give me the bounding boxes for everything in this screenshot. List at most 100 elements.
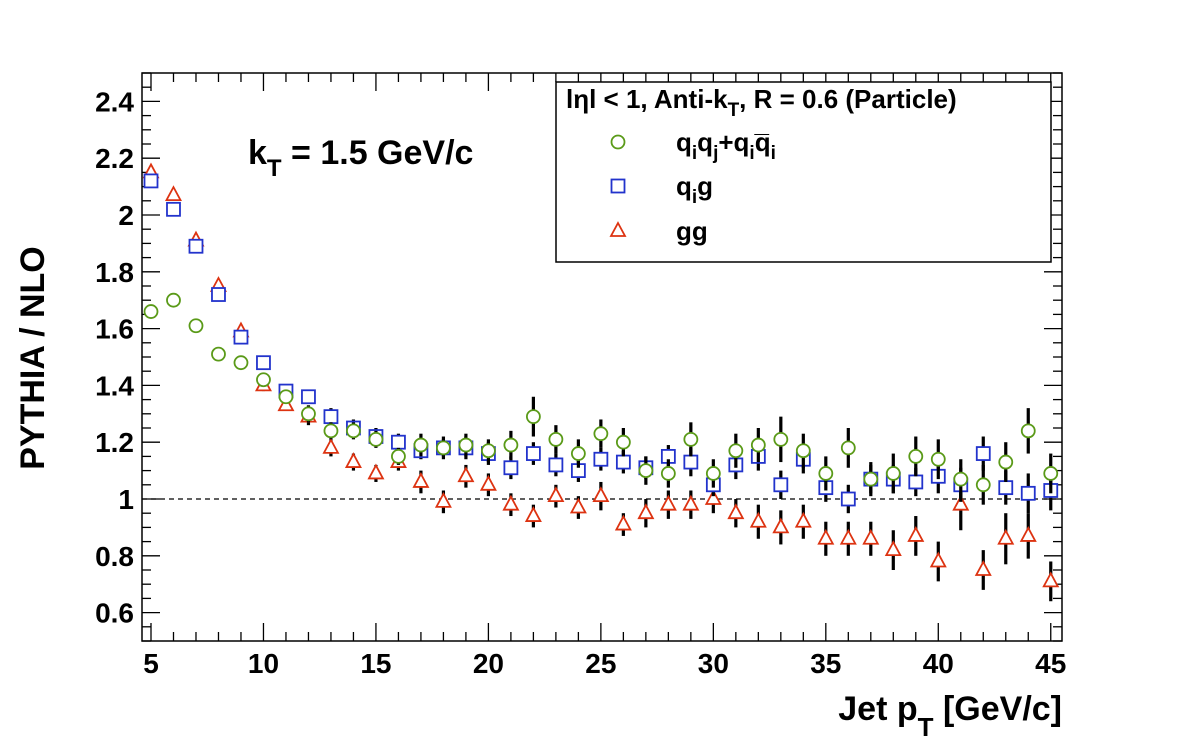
data-point-square	[525, 446, 541, 461]
data-point-circle	[638, 463, 654, 479]
data-point-triangle	[1042, 571, 1060, 588]
data-point-circle	[885, 466, 901, 481]
y-tick-label: 2.2	[95, 143, 134, 174]
y-tick-label: 1.2	[95, 427, 134, 458]
data-point-triangle	[502, 494, 520, 511]
data-point-square	[301, 389, 316, 405]
y-tick-labels: 0.6 0.8 1 1.2 1.4 1.6 1.8 2 2.2 2.4	[95, 86, 134, 628]
legend-items: qiqj+qiq̅i qig gg	[609, 127, 776, 246]
data-point-triangle	[614, 514, 632, 531]
data-point-triangle	[344, 452, 362, 468]
y-tick-label: 2	[118, 200, 134, 231]
data-point-circle	[683, 431, 699, 447]
legend: lηl < 1, Anti-kT, R = 0.6 (Particle) qiq…	[555, 81, 1052, 263]
data-point-square	[773, 477, 789, 493]
data-point-square	[166, 201, 181, 217]
data-point-square	[391, 434, 406, 450]
data-point-triangle	[997, 528, 1015, 545]
data-point-square	[683, 454, 699, 470]
data-point-circle	[908, 448, 924, 464]
data-point-triangle	[457, 466, 475, 483]
data-point-circle	[548, 431, 564, 447]
data-point-circle	[458, 437, 474, 453]
data-point-triangle	[682, 494, 700, 511]
data-point-triangle	[974, 560, 992, 576]
data-point-circle	[143, 304, 159, 319]
data-point-triangle	[569, 497, 587, 514]
data-point-triangle	[727, 503, 745, 520]
data-point-circle	[346, 423, 361, 439]
data-point-triangle	[637, 503, 655, 520]
data-point-triangle	[817, 528, 835, 545]
x-tick-label: 20	[473, 648, 504, 679]
data-point-circle	[301, 406, 316, 422]
data-point-square	[211, 287, 226, 302]
data-point-circle	[413, 437, 429, 453]
data-point-circle	[211, 346, 226, 362]
x-tick-label: 40	[923, 648, 954, 679]
data-point-circle	[750, 437, 766, 453]
x-axis-title: Jet pT [GeV/c]	[838, 690, 1062, 742]
data-points	[142, 162, 1060, 602]
x-tick-label: 10	[248, 648, 279, 679]
data-point-square	[840, 491, 856, 507]
data-point-circle	[1043, 466, 1059, 481]
series-circle	[143, 292, 1059, 505]
x-tick-label: 5	[143, 648, 159, 679]
data-point-circle	[570, 446, 586, 461]
legend-box	[555, 81, 1052, 263]
data-point-circle	[795, 443, 811, 459]
data-point-triangle	[592, 486, 610, 503]
legend-header-b: , R = 0.6 (Particle)	[739, 84, 956, 114]
data-point-circle	[930, 451, 946, 467]
data-point-circle	[481, 443, 496, 459]
data-point-triangle	[367, 463, 385, 480]
x-axis-title-sub: T	[918, 712, 934, 742]
legend-header-sub: T	[728, 100, 740, 121]
legend-header-a: lηl < 1, Anti-k	[566, 84, 728, 114]
data-point-circle	[436, 440, 451, 456]
data-point-circle	[233, 355, 249, 371]
data-point-square	[615, 454, 631, 470]
data-point-triangle	[862, 528, 880, 545]
data-point-circle	[863, 471, 879, 487]
legend-marker-circle	[610, 134, 626, 150]
data-point-triangle	[907, 526, 925, 542]
x-tick-label: 35	[810, 648, 841, 679]
data-point-square	[503, 460, 519, 476]
kt-annotation-suffix: = 1.5 GeV/c	[282, 134, 474, 172]
data-point-triangle	[659, 494, 677, 511]
data-point-circle	[368, 431, 384, 447]
data-point-circle	[728, 443, 744, 459]
data-point-triangle	[839, 528, 857, 545]
data-point-triangle	[164, 185, 182, 202]
x-tick-labels: 5 10 15 20 25 30 35 40 45	[143, 648, 1066, 679]
y-tick-label: 1.4	[95, 370, 134, 401]
data-point-circle	[818, 466, 834, 481]
data-point-triangle	[434, 491, 452, 508]
legend-entry: qiqj+qiq̅i	[610, 127, 776, 164]
data-point-square	[593, 451, 609, 467]
data-point-triangle	[749, 511, 767, 528]
data-point-circle	[166, 292, 181, 308]
x-axis-title-main: Jet p	[838, 690, 917, 728]
data-point-triangle	[884, 540, 902, 557]
legend-label: gg	[676, 216, 708, 246]
axis-ticks	[142, 72, 1062, 642]
data-point-triangle	[1019, 526, 1037, 542]
legend-marker-triangle	[609, 221, 627, 237]
data-point-triangle	[547, 486, 565, 503]
legend-label: qiqj+qiq̅i	[676, 127, 776, 164]
data-point-triangle	[772, 517, 790, 534]
data-point-triangle	[524, 506, 542, 522]
data-point-circle	[975, 477, 991, 493]
y-tick-label: 1.6	[95, 314, 134, 345]
legend-header: lηl < 1, Anti-kT, R = 0.6 (Particle)	[566, 84, 957, 121]
data-point-square	[975, 446, 991, 461]
y-tick-label: 0.8	[95, 541, 134, 572]
legend-label: qig	[676, 171, 713, 208]
data-point-circle	[503, 437, 519, 453]
data-point-square	[1020, 485, 1036, 501]
data-point-circle	[525, 409, 541, 425]
